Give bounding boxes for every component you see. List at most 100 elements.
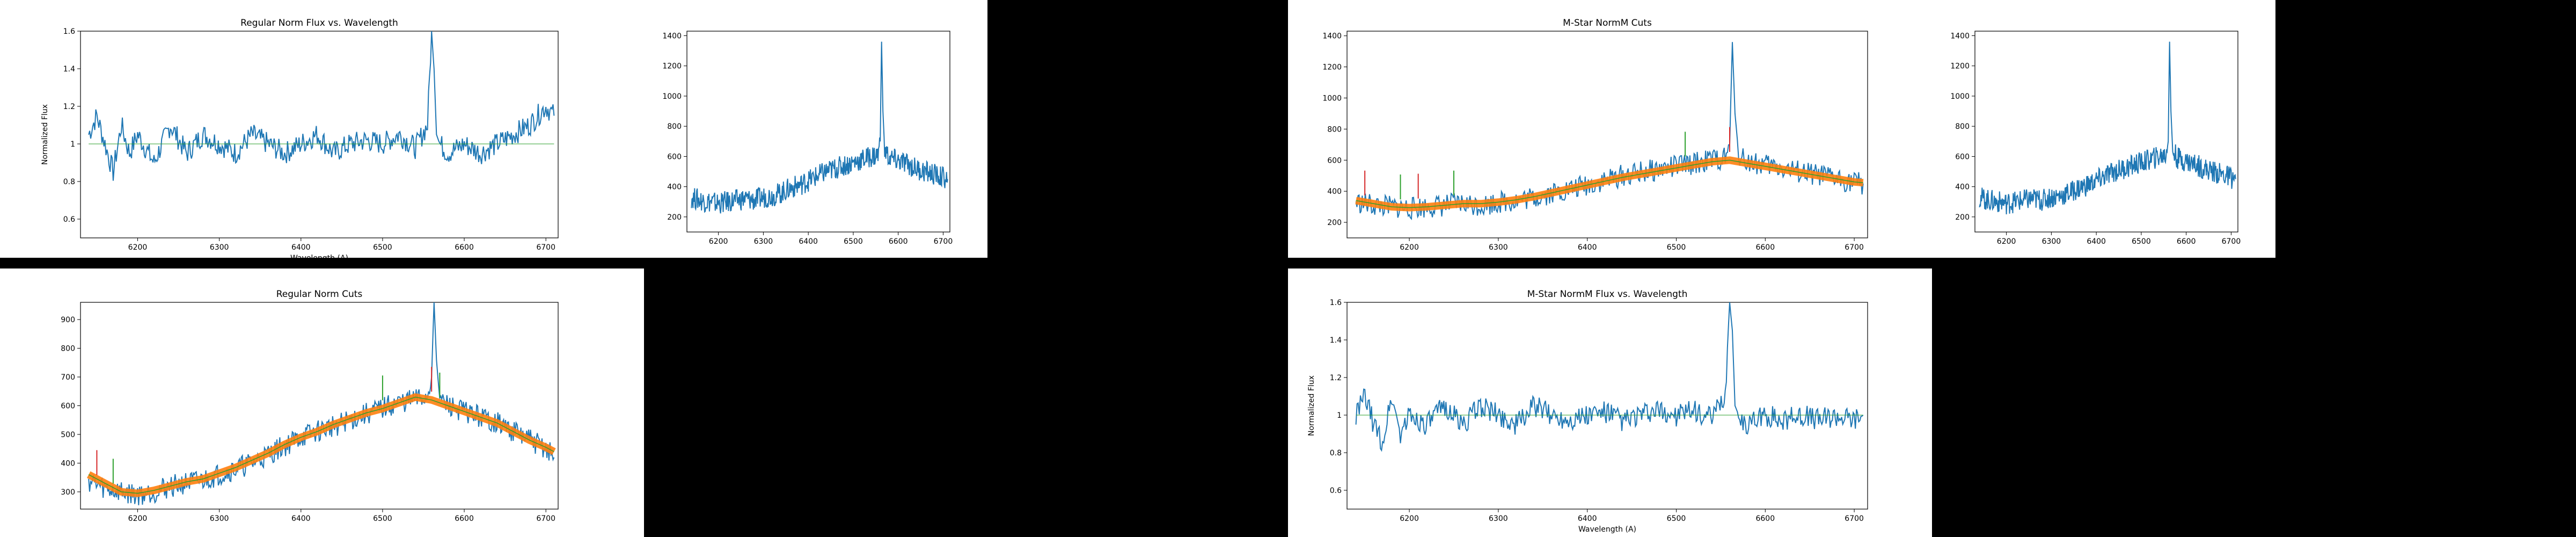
y-tick-label: 0.6 — [1330, 487, 1342, 495]
y-tick-label: 1400 — [1322, 32, 1342, 41]
x-tick-label: 6700 — [934, 237, 953, 246]
x-tick-label: 6400 — [1578, 243, 1597, 252]
chart-title: M-Star NormM Flux vs. Wavelength — [1527, 289, 1688, 300]
axes-frame — [1346, 302, 1868, 510]
y-tick-label: 400 — [1327, 187, 1342, 196]
y-tick-label: 1400 — [662, 32, 682, 40]
y-tick-label: 400 — [1955, 183, 1970, 192]
y-tick-label: 1200 — [662, 62, 682, 71]
y-tick-label: 1.4 — [63, 65, 75, 74]
y-tick-label: 1.2 — [1330, 374, 1342, 382]
y-tick-label: 800 — [1955, 122, 1970, 131]
y-tick-label: 1400 — [1950, 32, 1970, 40]
y-tick-label: 0.8 — [1330, 449, 1342, 458]
y-axis-label: Normalized Flux — [1307, 375, 1316, 436]
x-tick-label: 6700 — [1845, 243, 1864, 252]
x-tick-label: 6700 — [536, 243, 555, 252]
x-tick-label: 6300 — [1489, 514, 1508, 523]
plot-area — [88, 31, 555, 181]
y-tick-label: 1000 — [662, 92, 682, 101]
x-tick-label: 6400 — [1578, 514, 1597, 523]
spectrum-line — [88, 31, 555, 181]
axes-frame — [80, 302, 559, 510]
x-tick-label: 6400 — [799, 237, 818, 246]
x-tick-label: 6500 — [1667, 243, 1686, 252]
plot-area — [1355, 302, 1864, 452]
x-tick-label: 6700 — [536, 514, 555, 523]
y-tick-label: 800 — [667, 122, 682, 131]
x-tick-label: 6500 — [373, 243, 392, 252]
chart-regular-norm-flux: Regular Norm Flux vs. Wavelength 6200 6300… — [41, 18, 559, 263]
x-tick-label: 6500 — [2132, 237, 2151, 246]
x-tick-label: 6600 — [2177, 237, 2196, 246]
y-tick-label: 1.4 — [1330, 336, 1342, 345]
x-tick-label: 6200 — [709, 237, 728, 246]
x-tick-label: 6600 — [455, 514, 474, 523]
x-tick-label: 6300 — [754, 237, 773, 246]
x-tick-label: 6200 — [128, 243, 148, 252]
y-tick-label: 500 — [61, 431, 75, 439]
plot-area — [1355, 42, 1864, 221]
y-tick-label: 1000 — [1322, 94, 1342, 103]
y-tick-label: 900 — [61, 316, 75, 324]
y-tick-label: 1 — [1337, 411, 1342, 420]
y-tick-label: 600 — [61, 402, 75, 411]
y-tick-label: 0.8 — [63, 178, 75, 186]
x-tick-label: 6400 — [2087, 237, 2106, 246]
axes-frame — [686, 31, 950, 233]
figure-panel-background — [0, 268, 644, 537]
y-tick-label: 400 — [667, 183, 682, 192]
x-tick-label: 6400 — [291, 243, 311, 252]
chart-title: Regular Norm Cuts — [276, 289, 363, 300]
plot-area — [1979, 41, 2236, 215]
chart-title: Regular Norm Flux vs. Wavelength — [240, 18, 398, 28]
x-tick-label: 6300 — [210, 243, 229, 252]
spectrum-line — [1355, 42, 1864, 221]
chart-raw-flux-right: 6200 6300 6400 6500 6600 6700 200 400 600 800 1000… — [1950, 31, 2241, 246]
y-tick-label: 800 — [1327, 125, 1342, 134]
spectrum-line — [1979, 41, 2236, 215]
x-tick-label: 6700 — [1845, 514, 1864, 523]
y-tick-label: 400 — [61, 459, 75, 468]
chart-mstar-normm-flux: M-Star NormM Flux vs. Wavelength 6200 6300… — [1307, 289, 1868, 534]
axes-frame — [1346, 31, 1868, 238]
x-tick-label: 6500 — [1667, 514, 1686, 523]
chart-regular-norm-cuts: Regular Norm Cuts 6200 6300 6400 6500 6600 670… — [61, 289, 559, 523]
x-axis-label: Wavelength (A) — [1578, 525, 1636, 534]
fit-line — [88, 396, 554, 494]
chart-title: M-Star NormM Cuts — [1563, 18, 1652, 28]
chart-raw-flux-top: 6200 6300 6400 6500 6600 6700 200 400 600 800 1000… — [662, 31, 953, 246]
figure-panel-background — [1288, 268, 1932, 537]
spectrum-line — [691, 41, 948, 214]
x-tick-label: 6300 — [1489, 243, 1508, 252]
x-tick-label: 6600 — [455, 243, 474, 252]
fit-line — [1356, 159, 1863, 208]
figure-panel-background — [1288, 0, 2275, 258]
x-tick-label: 6500 — [373, 514, 392, 523]
fit-band — [1355, 156, 1864, 212]
y-tick-label: 1000 — [1950, 92, 1970, 101]
x-tick-label: 6200 — [1400, 243, 1419, 252]
spectrum-line — [88, 302, 555, 505]
y-axis-label: Normalized Flux — [41, 104, 49, 165]
x-tick-label: 6200 — [1997, 237, 2016, 246]
y-tick-label: 200 — [1327, 219, 1342, 227]
y-tick-label: 200 — [667, 213, 682, 222]
y-tick-label: 300 — [61, 488, 75, 497]
axes-frame — [1974, 31, 2238, 233]
x-tick-label: 6200 — [128, 514, 148, 523]
x-tick-label: 6600 — [889, 237, 908, 246]
x-tick-label: 6600 — [1755, 514, 1775, 523]
y-tick-label: 1200 — [1950, 62, 1970, 71]
plot-area — [691, 41, 948, 214]
y-tick-label: 1200 — [1322, 63, 1342, 72]
x-axis-label: Wavelength (A) — [290, 254, 348, 263]
plot-area — [86, 302, 556, 505]
spectrum-line — [1355, 302, 1864, 452]
y-tick-label: 800 — [61, 345, 75, 353]
y-tick-label: 700 — [61, 373, 75, 382]
y-tick-label: 600 — [667, 153, 682, 161]
y-tick-label: 600 — [1327, 156, 1342, 165]
